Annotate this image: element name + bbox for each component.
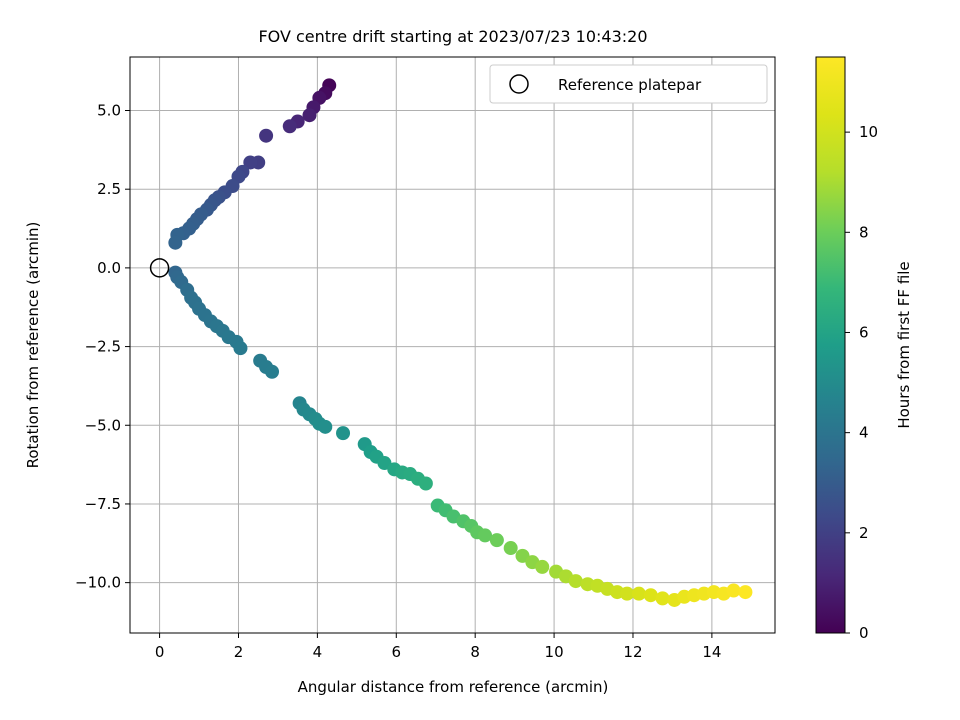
colorbar	[815, 56, 846, 634]
data-point	[489, 533, 504, 548]
data-point	[282, 119, 297, 134]
plot-area	[130, 57, 775, 633]
data-point	[620, 586, 635, 601]
x-tick-label: 6	[392, 643, 402, 661]
data-point	[738, 585, 753, 600]
data-point	[535, 559, 550, 574]
colorbar-tick-label: 2	[859, 524, 869, 542]
y-axis-ticks: 5.0 2.5 0.0 −2.5 −5.0 −7.5 −10.0	[75, 102, 130, 592]
x-tick-label: 4	[313, 643, 323, 661]
y-tick-label: −5.0	[85, 416, 121, 434]
y-tick-label: −2.5	[85, 338, 121, 356]
y-axis-label: Rotation from reference (arcmin)	[24, 222, 42, 469]
chart-title: FOV centre drift starting at 2023/07/23 …	[258, 27, 647, 46]
x-axis-ticks: 0 2 4 6 8 10 12 14	[155, 633, 721, 661]
y-tick-label: 0.0	[97, 259, 121, 277]
x-tick-label: 0	[155, 643, 165, 661]
data-points	[168, 78, 753, 607]
y-tick-label: 2.5	[97, 180, 121, 198]
legend-box	[489, 64, 768, 104]
data-point	[336, 426, 351, 441]
colorbar-tick-label: 4	[859, 424, 869, 442]
x-tick-label: 8	[470, 643, 480, 661]
data-point	[726, 583, 741, 598]
reference-marker	[149, 258, 170, 278]
colorbar-tick-label: 6	[859, 323, 869, 341]
data-point	[302, 108, 317, 123]
data-point	[265, 364, 280, 379]
data-point	[259, 128, 274, 143]
data-point	[418, 476, 433, 491]
data-point	[168, 235, 183, 250]
colorbar-tick-label: 8	[859, 223, 869, 241]
y-tick-label: −10.0	[75, 574, 121, 592]
y-tick-label: −7.5	[85, 495, 121, 513]
colorbar-ticks: 0 2 4 6 8 10	[845, 123, 878, 642]
y-tick-label: 5.0	[97, 102, 121, 120]
x-tick-label: 14	[702, 643, 721, 661]
x-axis-label: Angular distance from reference (arcmin)	[298, 678, 609, 696]
colorbar-tick-label: 10	[859, 123, 878, 141]
data-point	[643, 588, 658, 603]
data-point	[503, 541, 518, 556]
x-tick-label: 10	[545, 643, 564, 661]
plot-frame	[129, 56, 776, 634]
data-point	[243, 155, 258, 170]
data-point	[568, 574, 583, 589]
data-point	[478, 528, 493, 543]
x-tick-label: 12	[623, 643, 642, 661]
data-point	[655, 591, 670, 606]
legend-label: Reference platepar	[558, 76, 702, 94]
data-point	[233, 341, 248, 356]
data-point	[318, 419, 333, 434]
legend-marker	[509, 74, 529, 94]
colorbar-label: Hours from first FF file	[895, 261, 913, 428]
x-tick-label: 2	[234, 643, 244, 661]
colorbar-tick-label: 0	[859, 624, 869, 642]
data-point	[631, 586, 646, 601]
legend: Reference platepar	[489, 64, 768, 104]
